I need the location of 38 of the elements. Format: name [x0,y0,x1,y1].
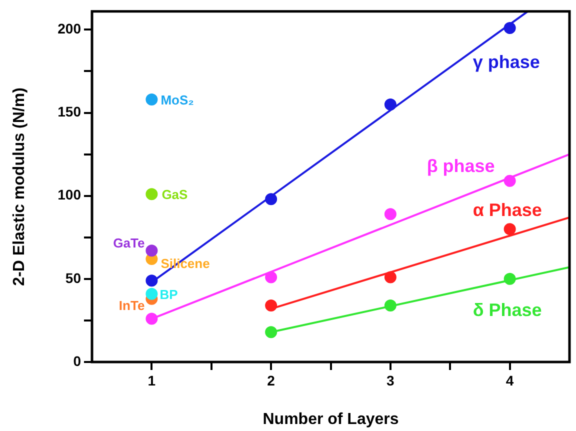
series-label: β phase [426,156,495,176]
x-tick-label: 4 [506,372,514,388]
point [146,188,158,200]
point [504,174,516,187]
y-tick-label: 100 [58,186,82,203]
point [146,288,158,300]
y-tick-label: 0 [73,352,82,369]
point [504,223,516,236]
point [504,22,516,34]
point [265,271,278,284]
point [504,272,516,285]
point [146,93,158,106]
point [146,312,158,325]
x-axis-title: Number of Layers [262,410,399,428]
series-label: GaTe [113,236,145,251]
point [146,244,158,257]
series-label: α Phase [472,200,542,220]
series-label: BP [160,286,178,302]
series-label: InTe [118,298,145,313]
series-label: δ Phase [472,300,542,320]
x-tick-label: 1 [148,372,156,388]
point [265,326,278,338]
point [265,300,278,312]
point [384,300,396,312]
point [384,208,396,220]
x-tick-label: 2 [267,372,276,388]
point [146,274,158,287]
y-axis-title: 2-D Elastic modulus (N/m) [11,88,28,286]
x-tick-label: 3 [386,372,395,388]
point [265,193,278,206]
series-label: γ phase [472,52,540,72]
series-label: GaS [162,187,188,202]
point [384,98,396,110]
series-label: MoS₂ [160,92,194,108]
y-tick-label: 50 [65,270,82,286]
y-tick-label: 200 [58,20,82,37]
y-tick-label: 150 [58,104,82,120]
point [384,271,396,284]
